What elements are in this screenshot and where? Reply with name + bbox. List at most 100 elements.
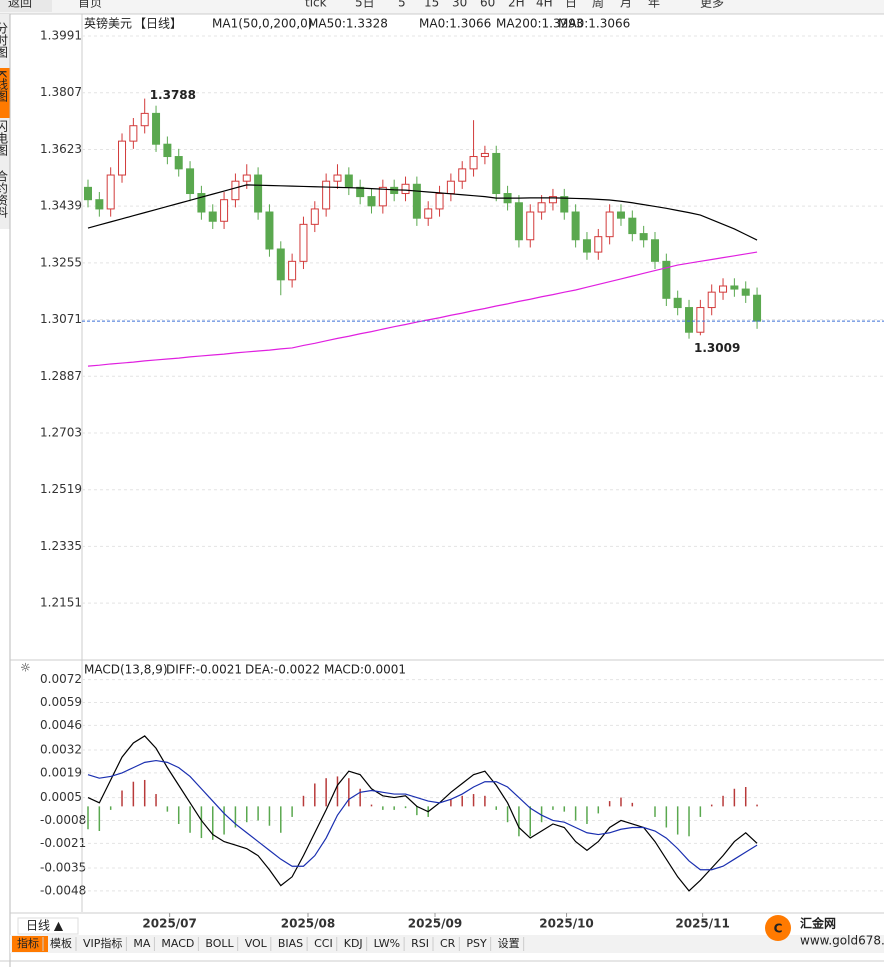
candle-body	[140, 112, 149, 127]
logo-name: 汇金网	[800, 916, 836, 931]
indicator-tab[interactable]: MA	[133, 937, 150, 950]
y-tick-label: 1.2151	[40, 596, 82, 610]
legend-item: MA0:1.3066	[419, 17, 491, 31]
candle-body	[231, 180, 240, 201]
x-tick-label: 2025/10	[539, 917, 593, 931]
indicator-tab[interactable]: PSY	[466, 937, 487, 950]
candle-body	[514, 202, 523, 241]
indicator-tab[interactable]: CCI	[314, 937, 333, 950]
candle-body	[628, 217, 637, 235]
side-tab[interactable]: 闪电图	[0, 120, 9, 156]
candle-body	[424, 208, 433, 219]
candle-body	[594, 236, 603, 253]
x-tick-label: 2025/09	[408, 917, 462, 931]
candle-body	[673, 297, 682, 309]
y-tick-label: -0.0048	[40, 883, 86, 897]
toolbar-button[interactable]: 月	[620, 0, 632, 10]
legend-item: MA50:1.3328	[308, 17, 388, 31]
candle-body	[685, 307, 694, 333]
candle-body	[548, 196, 557, 204]
toolbar-button[interactable]: 日	[565, 0, 577, 10]
macd-title: MACD(13,8,9)	[84, 663, 168, 677]
candle-body	[639, 233, 648, 241]
candle-body	[696, 307, 705, 333]
candle-body	[163, 143, 172, 158]
candle-body	[84, 186, 92, 201]
indicator-tab[interactable]: VOL	[245, 937, 268, 950]
candle-body	[276, 248, 285, 281]
toolbar-button[interactable]: 返回	[8, 0, 32, 10]
candle-body	[469, 156, 478, 170]
indicator-tab[interactable]: KDJ	[344, 937, 363, 950]
side-bg	[0, 14, 10, 229]
candle-body	[288, 260, 297, 281]
ma-line	[87, 184, 758, 241]
indicator-tab[interactable]: 模板	[50, 936, 72, 950]
candle-body	[220, 199, 229, 222]
candle-body	[118, 140, 127, 176]
logo-url: www.gold678.com	[800, 934, 884, 948]
candle-body	[605, 211, 614, 238]
toolbar-button[interactable]: 5日	[355, 0, 375, 10]
legend-item: MA200:1.3293	[496, 17, 584, 31]
legend-item: MA0:1.3066	[558, 17, 630, 31]
candle-body	[95, 199, 104, 210]
toolbar-button[interactable]: 5	[398, 0, 406, 10]
candle-body	[582, 239, 591, 253]
indicator-tab[interactable]: BIAS	[278, 937, 303, 950]
candle-body	[254, 174, 263, 213]
macd-line	[87, 759, 758, 871]
toolbar-button[interactable]: 周	[592, 0, 604, 10]
toolbar-button[interactable]: 60	[480, 0, 495, 10]
candle-body	[492, 152, 501, 195]
legend-bg	[83, 16, 643, 32]
period-button[interactable]: 日线 ▲	[26, 919, 64, 933]
indicator-tab[interactable]: CR	[440, 937, 456, 950]
indicator-tab[interactable]: 指标	[17, 936, 39, 950]
x-tick-label: 2025/07	[142, 917, 196, 931]
toolbar-button[interactable]: 30	[452, 0, 467, 10]
side-tab[interactable]: 分时图	[0, 22, 9, 58]
toolbar-button[interactable]: 4H	[536, 0, 553, 10]
y-tick-label: 1.3991	[40, 29, 82, 43]
tabs-bg	[10, 935, 884, 953]
candle-body	[344, 174, 353, 188]
candle-body	[186, 168, 195, 195]
candle-body	[299, 223, 308, 262]
side-tab[interactable]: K线图	[0, 70, 9, 102]
macd-line	[87, 735, 758, 892]
y-tick-label: 0.0005	[40, 790, 82, 804]
indicator-tab[interactable]: LW%	[374, 937, 400, 950]
y-tick-label: 0.0072	[40, 672, 82, 686]
candle-body	[242, 174, 251, 182]
back-btn-bg	[0, 0, 52, 12]
y-tick-label: -0.0008	[40, 813, 86, 827]
y-tick-label: -0.0035	[40, 860, 86, 874]
period-label: 【日线】	[134, 17, 182, 31]
settings-icon[interactable]: ☼	[20, 661, 31, 675]
toolbar-button[interactable]: 首页	[78, 0, 102, 10]
candle-body	[753, 294, 762, 322]
side-tab[interactable]: 合约资料	[0, 169, 9, 218]
indicator-tab[interactable]: VIP指标	[83, 936, 122, 950]
indicator-tab[interactable]: 设置	[498, 937, 520, 950]
logo-glyph: C	[774, 922, 783, 936]
logo-icon	[765, 915, 791, 941]
toolbar-button[interactable]: 2H	[508, 0, 525, 10]
candle-body	[333, 174, 342, 182]
toolbar-button[interactable]: 年	[648, 0, 660, 10]
toolbar-button[interactable]: 更多	[700, 0, 724, 10]
candle-body	[458, 168, 467, 182]
candle-body	[480, 152, 489, 158]
side-active	[0, 68, 10, 118]
indicator-tab[interactable]: RSI	[411, 937, 429, 950]
y-tick-label: 1.3439	[40, 199, 82, 213]
candle-body	[435, 193, 444, 210]
indicator-tab[interactable]: MACD	[161, 937, 194, 950]
toolbar-button[interactable]: tick	[305, 0, 327, 10]
indicator-tab[interactable]: BOLL	[205, 937, 234, 950]
y-tick-label: 1.3255	[40, 255, 82, 269]
toolbar-button[interactable]: 15	[424, 0, 439, 10]
y-tick-label: 0.0059	[40, 695, 82, 709]
chart-title: 英镑美元	[84, 16, 132, 31]
